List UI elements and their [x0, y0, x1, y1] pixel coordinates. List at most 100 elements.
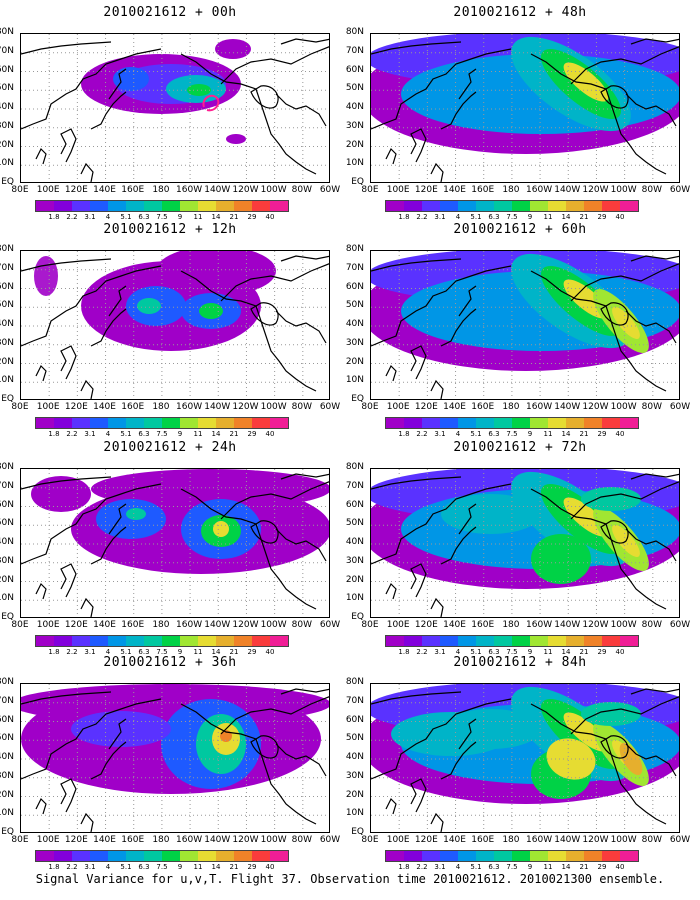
coastline: [60, 778, 77, 813]
latitude-label: 60N: [0, 281, 14, 292]
colorbar-level-label: 6.3: [488, 430, 500, 438]
colorbar-level-label: 21: [229, 648, 239, 656]
panel-title: 2010021612 + 84h: [453, 655, 587, 670]
coastline: [371, 258, 462, 272]
latitude-label: 50N: [345, 300, 364, 311]
colorbar-swatch: [36, 418, 54, 428]
latitude-label: 80N: [345, 677, 364, 687]
colorbar-level-label: 5.1: [120, 648, 132, 656]
longitude-label: 160E: [471, 185, 495, 195]
colorbar-level-label: 3.1: [84, 213, 96, 221]
colorbar-swatch: [90, 851, 108, 861]
colorbar-level-label: 40: [265, 213, 275, 221]
longitude-label: 80W: [641, 185, 662, 195]
colorbar-swatch: [422, 418, 440, 428]
coastline: [385, 797, 397, 815]
longitude-label: 140W: [554, 402, 581, 412]
colorbar-swatch: [602, 851, 620, 861]
variance-contour: [563, 62, 609, 102]
colorbar-level-label: 2.2: [416, 213, 428, 221]
coastline: [458, 718, 477, 750]
colorbar-level-label: 11: [193, 863, 203, 871]
latitude-label: 10N: [345, 593, 364, 604]
colorbar-level-label: 5.1: [470, 213, 482, 221]
colorbar-swatch: [162, 851, 180, 861]
coastline: [430, 162, 444, 182]
longitude-label: 80W: [641, 835, 662, 845]
colorbar-swatch: [422, 636, 440, 646]
colorbar-swatch: [270, 418, 288, 428]
variance-contour: [156, 251, 276, 296]
variance-contour: [137, 298, 161, 314]
colorbar-swatch: [180, 636, 198, 646]
longitude-label: 120E: [414, 402, 438, 412]
colorbar-swatch: [494, 636, 512, 646]
longitude-label: 80W: [291, 835, 312, 845]
longitude-label: 140W: [204, 185, 231, 195]
latitude-label: 60N: [0, 714, 14, 725]
variance-contour: [581, 702, 641, 726]
latitude-label: 30N: [0, 120, 14, 131]
latitude-label: 70N: [0, 695, 14, 706]
longitude-label: 140E: [93, 620, 116, 630]
colorbar-swatch: [36, 201, 54, 211]
colorbar-level-label: 29: [247, 213, 257, 221]
coastline: [80, 597, 94, 617]
colorbar-level-label: 40: [615, 648, 625, 656]
variance-contour: [31, 476, 91, 512]
colorbar-swatch: [386, 418, 404, 428]
longitude-label: 140E: [93, 835, 116, 845]
coastline: [570, 263, 679, 302]
coastline: [90, 91, 127, 130]
longitude-label: 120E: [414, 185, 438, 195]
colorbar-swatch: [602, 636, 620, 646]
longitude-label: 160W: [526, 620, 553, 630]
colorbar-swatch: [512, 418, 530, 428]
colorbar-swatch: [108, 201, 126, 211]
colorbar-level-label: 21: [229, 430, 239, 438]
colorbar-level-label: 40: [265, 648, 275, 656]
coastline: [570, 696, 679, 735]
colorbar-swatch: [162, 636, 180, 646]
longitude-label: 120E: [414, 620, 438, 630]
latitude-label: 50N: [345, 733, 364, 744]
colorbar-level-label: 14: [211, 648, 221, 656]
latitude-label: 20N: [0, 574, 14, 585]
forecast-panel: 2010021612 + 36h 80N 70N 60N 50N 40N 30N 20N 10N…: [0, 655, 340, 875]
latitude-label: 50N: [0, 518, 14, 529]
colorbar-swatch: [404, 851, 422, 861]
latitude-label: EQ: [351, 612, 364, 622]
longitude-label: 180: [502, 835, 520, 845]
longitude-label: 80E: [361, 620, 379, 630]
colorbar-level-label: 40: [265, 430, 275, 438]
coastline: [410, 345, 427, 380]
latitude-label: 10N: [0, 593, 14, 604]
colorbar-swatch: [234, 851, 252, 861]
coastline: [625, 93, 677, 127]
coastline: [35, 797, 47, 815]
variance-contour: [126, 508, 146, 520]
coastline: [275, 310, 327, 344]
colorbar-level-label: 6.3: [488, 648, 500, 656]
colorbar-level-label: 14: [211, 213, 221, 221]
colorbar-swatch: [404, 418, 422, 428]
latitude-label: 70N: [0, 480, 14, 491]
colorbar-level-label: 3.1: [84, 648, 96, 656]
coastline: [220, 46, 329, 85]
longitude-label: 100E: [386, 835, 410, 845]
latitude-label: EQ: [1, 827, 14, 837]
colorbar-swatch: [530, 418, 548, 428]
longitude-label: 80W: [291, 185, 312, 195]
variance-map: [371, 251, 679, 399]
longitude-label: 100E: [36, 835, 60, 845]
colorbar-swatch: [162, 418, 180, 428]
latitude-label: 50N: [0, 300, 14, 311]
longitude-label: 100W: [610, 402, 637, 412]
latitude-label: 20N: [345, 139, 364, 150]
longitude-label: 160E: [121, 835, 145, 845]
longitude-label: 60W: [669, 835, 691, 845]
coastline: [180, 703, 317, 825]
colorbar-level-label: 4: [105, 863, 111, 871]
colorbar-level-label: 3.1: [434, 213, 446, 221]
longitude-label: 180: [152, 402, 170, 412]
